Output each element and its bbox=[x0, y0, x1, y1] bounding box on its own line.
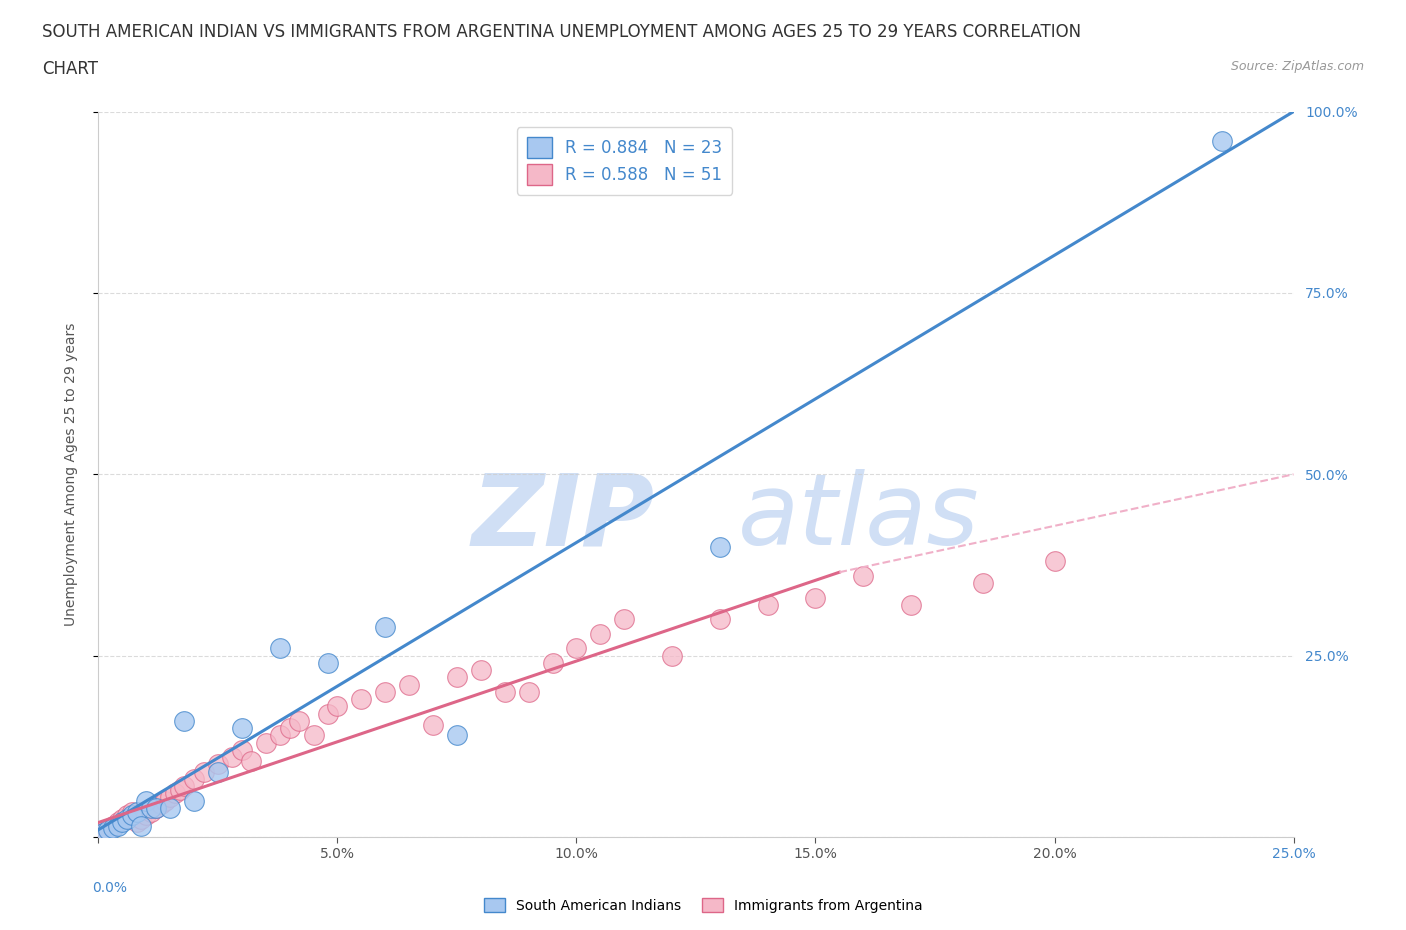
Text: SOUTH AMERICAN INDIAN VS IMMIGRANTS FROM ARGENTINA UNEMPLOYMENT AMONG AGES 25 TO: SOUTH AMERICAN INDIAN VS IMMIGRANTS FROM… bbox=[42, 23, 1081, 41]
Point bbox=[207, 757, 229, 772]
Point bbox=[350, 692, 373, 707]
Point bbox=[446, 728, 468, 743]
Point bbox=[107, 815, 129, 830]
Point bbox=[661, 648, 683, 663]
Point bbox=[173, 713, 195, 728]
Point bbox=[139, 801, 162, 816]
Point bbox=[111, 815, 134, 830]
Point bbox=[565, 641, 588, 656]
Point bbox=[145, 801, 167, 816]
Point bbox=[269, 728, 291, 743]
Point bbox=[125, 804, 148, 819]
Point bbox=[145, 801, 167, 816]
Point bbox=[115, 811, 138, 827]
Point bbox=[183, 793, 205, 808]
Point bbox=[135, 808, 157, 823]
Point bbox=[221, 750, 243, 764]
Point bbox=[135, 793, 157, 808]
Point bbox=[121, 808, 143, 823]
Point bbox=[446, 670, 468, 684]
Point bbox=[972, 576, 994, 591]
Point bbox=[613, 612, 636, 627]
Point bbox=[900, 597, 922, 612]
Point bbox=[121, 804, 143, 819]
Point bbox=[183, 772, 205, 787]
Point bbox=[155, 793, 177, 808]
Point bbox=[173, 778, 195, 793]
Text: Source: ZipAtlas.com: Source: ZipAtlas.com bbox=[1230, 60, 1364, 73]
Point bbox=[1211, 133, 1233, 148]
Point bbox=[326, 699, 349, 714]
Point bbox=[470, 663, 492, 678]
Point bbox=[709, 539, 731, 554]
Point bbox=[278, 721, 301, 736]
Point bbox=[169, 782, 191, 797]
Point bbox=[240, 753, 263, 768]
Point bbox=[422, 717, 444, 732]
Legend: South American Indians, Immigrants from Argentina: South American Indians, Immigrants from … bbox=[478, 893, 928, 919]
Point bbox=[193, 764, 215, 779]
Point bbox=[541, 656, 564, 671]
Point bbox=[101, 821, 124, 836]
Point bbox=[115, 808, 138, 823]
Point bbox=[316, 706, 339, 721]
Point bbox=[139, 804, 162, 819]
Point bbox=[269, 641, 291, 656]
Point bbox=[302, 728, 325, 743]
Point bbox=[709, 612, 731, 627]
Point bbox=[163, 786, 186, 801]
Legend: R = 0.884   N = 23, R = 0.588   N = 51: R = 0.884 N = 23, R = 0.588 N = 51 bbox=[516, 127, 733, 194]
Point bbox=[111, 811, 134, 827]
Point bbox=[131, 811, 153, 827]
Point bbox=[97, 822, 120, 837]
Text: CHART: CHART bbox=[42, 60, 98, 78]
Point bbox=[756, 597, 779, 612]
Point bbox=[254, 736, 277, 751]
Point bbox=[101, 818, 124, 833]
Point bbox=[97, 822, 120, 837]
Text: 0.0%: 0.0% bbox=[93, 881, 128, 895]
Point bbox=[91, 826, 114, 841]
Point bbox=[107, 818, 129, 833]
Point bbox=[149, 797, 172, 812]
Y-axis label: Unemployment Among Ages 25 to 29 years: Unemployment Among Ages 25 to 29 years bbox=[63, 323, 77, 626]
Point bbox=[207, 764, 229, 779]
Point bbox=[231, 742, 253, 757]
Point bbox=[131, 818, 153, 833]
Point bbox=[398, 677, 420, 692]
Point bbox=[159, 790, 181, 804]
Point bbox=[125, 815, 148, 830]
Point bbox=[494, 684, 516, 699]
Point bbox=[231, 721, 253, 736]
Text: ZIP: ZIP bbox=[471, 470, 654, 566]
Point bbox=[1043, 554, 1066, 569]
Point bbox=[517, 684, 540, 699]
Point bbox=[374, 619, 396, 634]
Point bbox=[804, 591, 827, 605]
Point bbox=[374, 684, 396, 699]
Point bbox=[159, 801, 181, 816]
Point bbox=[316, 656, 339, 671]
Point bbox=[91, 826, 114, 841]
Point bbox=[852, 568, 875, 583]
Point bbox=[288, 713, 311, 728]
Text: atlas: atlas bbox=[738, 470, 980, 566]
Point bbox=[589, 627, 612, 642]
